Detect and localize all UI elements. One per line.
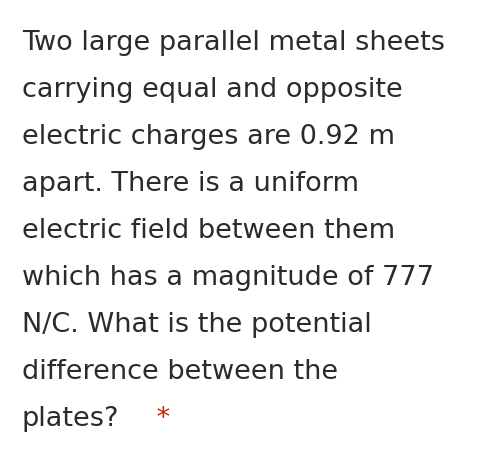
Text: electric charges are 0.92 m: electric charges are 0.92 m: [22, 124, 395, 150]
Text: *: *: [148, 406, 170, 432]
Text: difference between the: difference between the: [22, 359, 338, 385]
Text: electric field between them: electric field between them: [22, 218, 395, 244]
Text: Two large parallel metal sheets: Two large parallel metal sheets: [22, 30, 445, 56]
Text: carrying equal and opposite: carrying equal and opposite: [22, 77, 403, 103]
Text: apart. There is a uniform: apart. There is a uniform: [22, 171, 359, 197]
Text: which has a magnitude of 777: which has a magnitude of 777: [22, 265, 434, 291]
Text: N/C. What is the potential: N/C. What is the potential: [22, 312, 372, 338]
Text: plates?: plates?: [22, 406, 120, 432]
